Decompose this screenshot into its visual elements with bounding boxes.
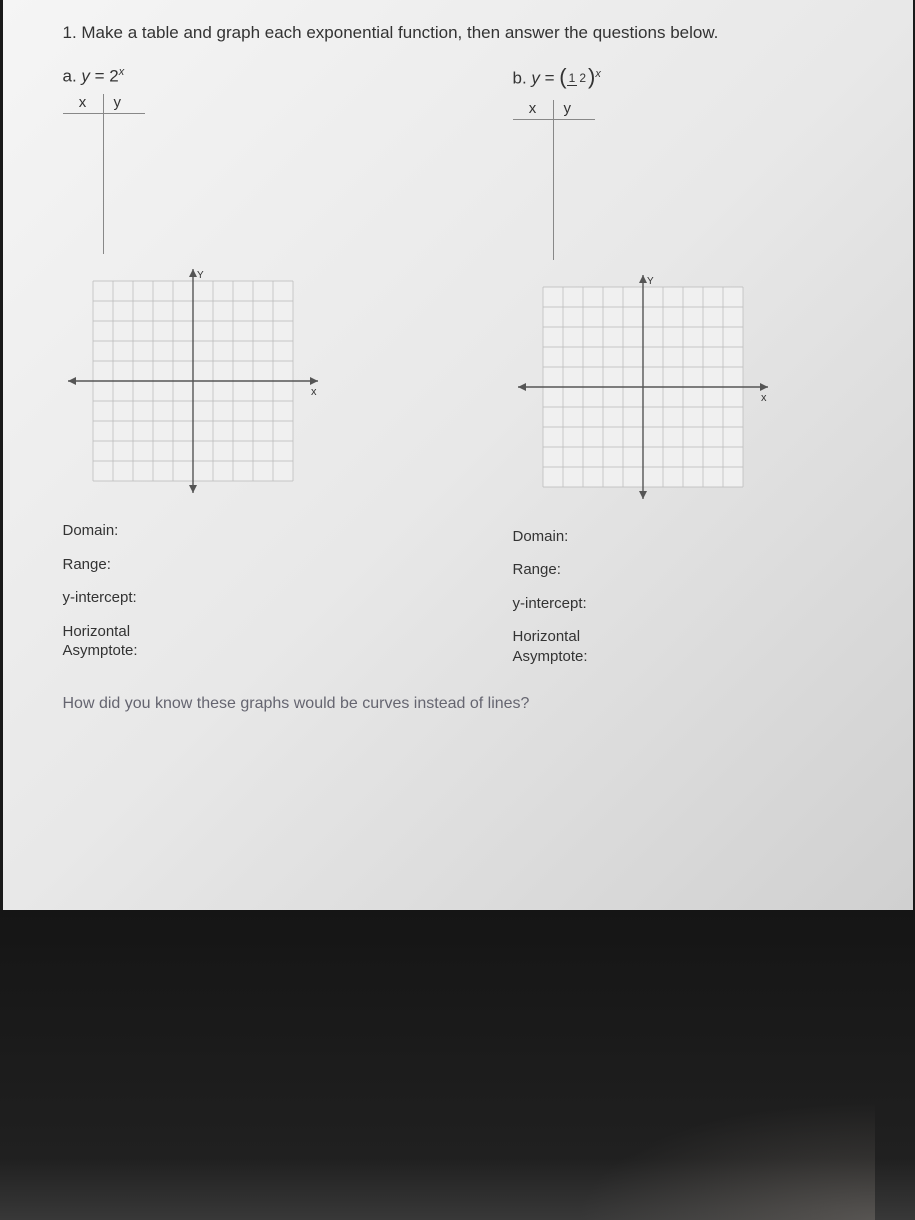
column-a: a. y = 2x xy Yx Domain: Range: y-interce… — [63, 66, 433, 681]
properties-b: Domain: Range: y-intercept: Horizontal A… — [513, 527, 883, 667]
footer-question: How did you know these graphs would be c… — [43, 695, 883, 713]
table-body-b — [513, 120, 595, 260]
yint-a: y-intercept: — [63, 588, 433, 608]
frac-bot-b: 2 — [577, 71, 588, 85]
table-b: xy — [513, 100, 883, 260]
coordinate-grid-a: Yx — [63, 266, 333, 496]
range-a: Range: — [63, 555, 433, 575]
exponent-b: x — [595, 67, 601, 79]
svg-text:x: x — [311, 386, 317, 398]
svg-text:Y: Y — [197, 270, 204, 281]
exponent-a: x — [119, 66, 125, 78]
table-a: xy — [63, 94, 433, 254]
label-a: a. — [63, 66, 77, 85]
grid-b-wrap: Yx — [513, 272, 883, 502]
label-b: b. — [513, 68, 527, 87]
ha-a: Horizontal Asymptote: — [63, 622, 433, 661]
columns-wrap: a. y = 2x xy Yx Domain: Range: y-interce… — [43, 66, 883, 681]
dark-area — [0, 910, 915, 1220]
th-x-b: x — [513, 100, 554, 119]
frac-top-b: 1 — [567, 71, 578, 86]
th-y-b: y — [554, 100, 604, 119]
grid-a-wrap: Yx — [63, 266, 433, 496]
svg-text:x: x — [761, 392, 767, 404]
domain-b: Domain: — [513, 527, 883, 547]
th-x-a: x — [63, 94, 104, 113]
table-body-a — [63, 114, 145, 254]
properties-a: Domain: Range: y-intercept: Horizontal A… — [63, 521, 433, 661]
equation-a: a. y = 2x — [63, 66, 433, 87]
yint-b: y-intercept: — [513, 594, 883, 614]
equation-b: b. y = (12)x — [513, 66, 883, 92]
coordinate-grid-b: Yx — [513, 272, 783, 502]
th-y-a: y — [104, 94, 154, 113]
worksheet-page: 1. Make a table and graph each exponenti… — [3, 0, 913, 910]
domain-a: Domain: — [63, 521, 433, 541]
svg-text:Y: Y — [647, 276, 654, 287]
column-b: b. y = (12)x xy Yx Domain: Range: y-inte… — [513, 66, 883, 681]
ha-b: Horizontal Asymptote: — [513, 627, 883, 666]
problem-prompt: 1. Make a table and graph each exponenti… — [43, 20, 883, 46]
range-b: Range: — [513, 560, 883, 580]
